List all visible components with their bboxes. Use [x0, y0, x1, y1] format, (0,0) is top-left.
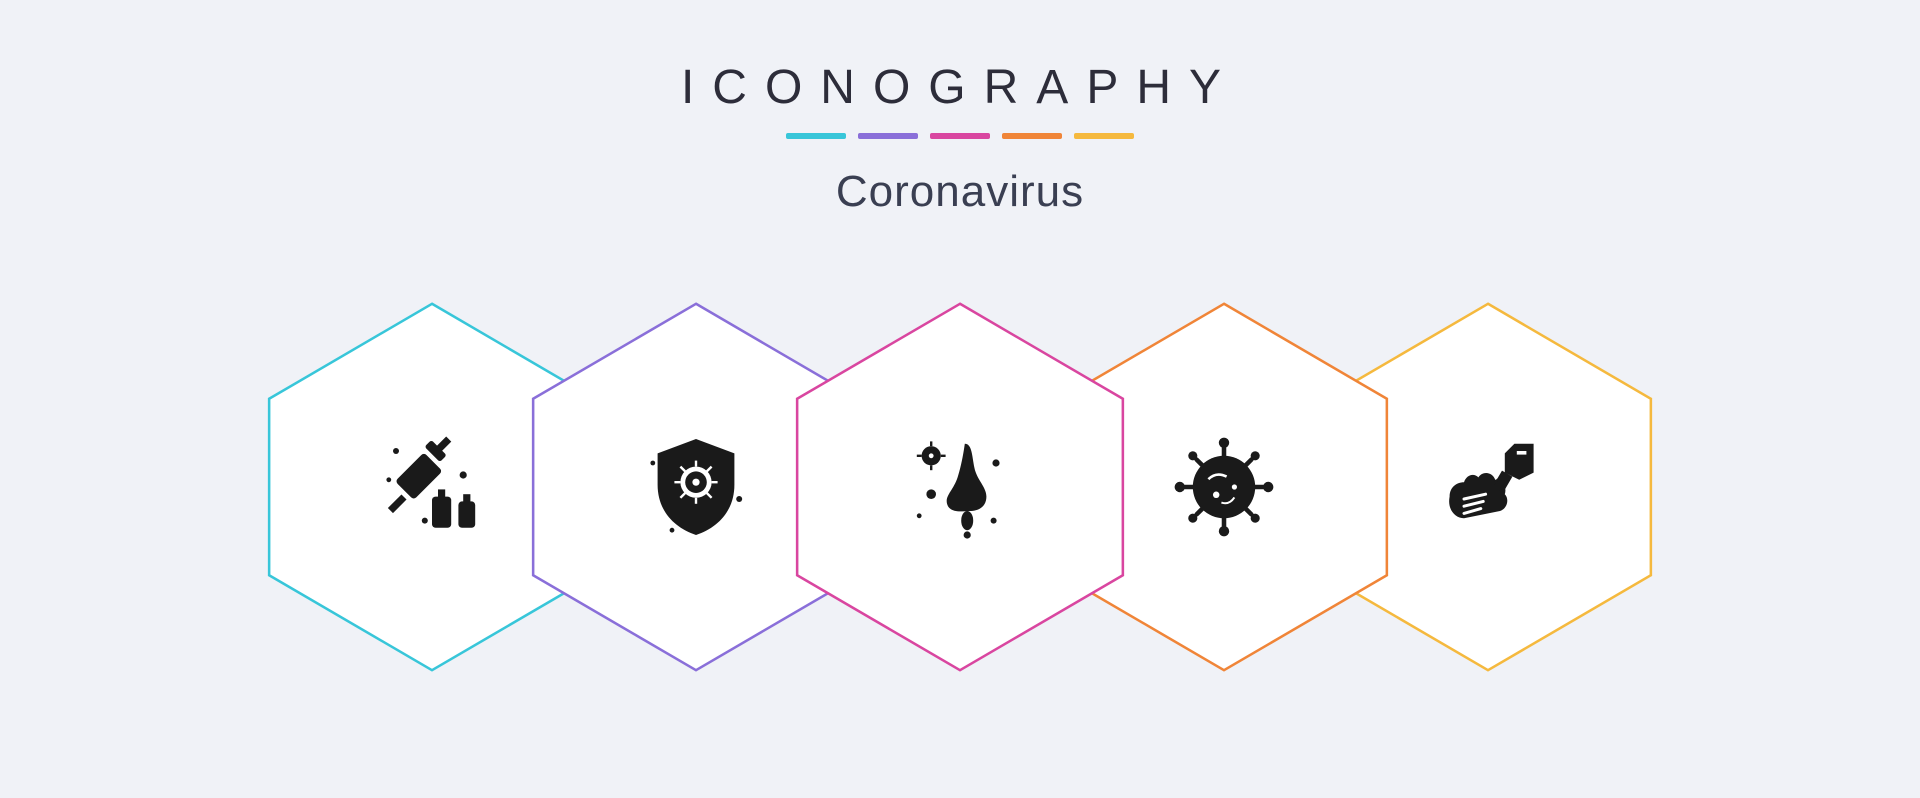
accent-bar-5: [1074, 133, 1134, 139]
hand-thermometer-icon: [1423, 422, 1553, 552]
accent-bar-1: [786, 133, 846, 139]
accent-bar-3: [930, 133, 990, 139]
accent-bar-2: [858, 133, 918, 139]
virus-cell-icon: [1159, 422, 1289, 552]
hexagon-nose: [790, 297, 1130, 677]
shield-virus-icon: [631, 422, 761, 552]
vaccine-syringe-icon: [367, 422, 497, 552]
page-title: ICONOGRAPHY: [681, 60, 1239, 115]
page-subtitle: Coronavirus: [836, 167, 1084, 217]
accent-bar-4: [1002, 133, 1062, 139]
accent-bar-row: [786, 133, 1134, 139]
nose-virus-icon: [895, 422, 1025, 552]
hexagon-row: [300, 297, 1620, 677]
